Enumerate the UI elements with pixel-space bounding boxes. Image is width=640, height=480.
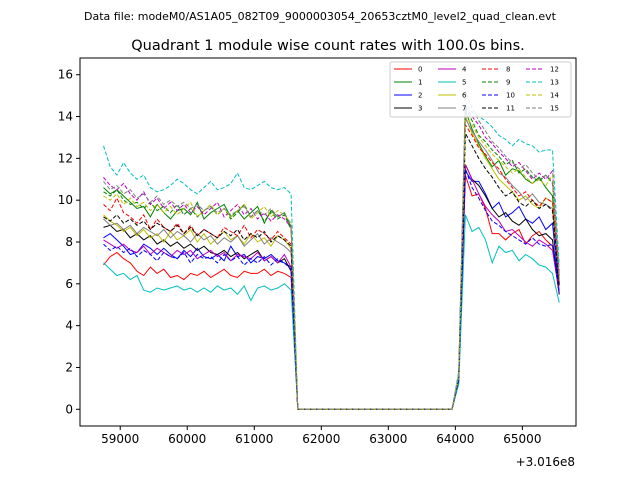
legend-label-5: 5 [462,79,466,87]
legend-label-7: 7 [462,105,466,113]
legend-label-1: 1 [418,79,422,87]
x-tick-label: 62000 [302,432,340,446]
x-tick-label: 65000 [503,432,541,446]
y-axis: 0 2 4 6 8 10 12 14 16 [58,68,80,416]
x-tick-label: 64000 [436,432,474,446]
y-tick-label: 16 [58,68,73,82]
series-layer [103,91,560,410]
legend-label-11: 11 [506,105,515,113]
legend-label-2: 2 [418,92,422,100]
legend-label-13: 13 [550,79,559,87]
y-tick-label: 0 [65,402,73,416]
legend-label-12: 12 [550,66,559,74]
legend-label-15: 15 [550,105,559,113]
y-tick-label: 4 [65,319,73,333]
legend-label-0: 0 [418,66,422,74]
chart-title: Quadrant 1 module wise count rates with … [131,38,525,54]
legend-label-14: 14 [550,92,559,100]
y-tick-label: 8 [65,235,73,249]
x-tick-label: 61000 [235,432,273,446]
series-line-15 [103,91,560,410]
legend-label-6: 6 [462,92,467,100]
legend-label-9: 9 [506,79,510,87]
legend-label-10: 10 [506,92,515,100]
legend-label-4: 4 [462,66,467,74]
y-tick-label: 6 [65,277,73,291]
x-tick-label: 63000 [369,432,407,446]
figure-suptitle: Data file: modeM0/AS1A05_082T09_90000030… [84,10,557,23]
y-tick-label: 10 [58,193,73,207]
y-tick-label: 2 [65,360,73,374]
x-tick-label: 59000 [101,432,139,446]
series-line-7 [103,116,560,410]
x-axis: 59000 60000 61000 62000 63000 64000 65000 [101,426,541,446]
y-tick-label: 12 [58,151,73,165]
x-axis-offset-label: +3.016e8 [516,455,575,469]
y-tick-label: 14 [58,110,73,124]
legend-label-3: 3 [418,105,422,113]
series-line-5 [103,214,560,410]
series-line-11 [103,131,560,410]
legend-label-8: 8 [506,66,510,74]
x-tick-label: 60000 [168,432,206,446]
legend-box [389,61,572,118]
